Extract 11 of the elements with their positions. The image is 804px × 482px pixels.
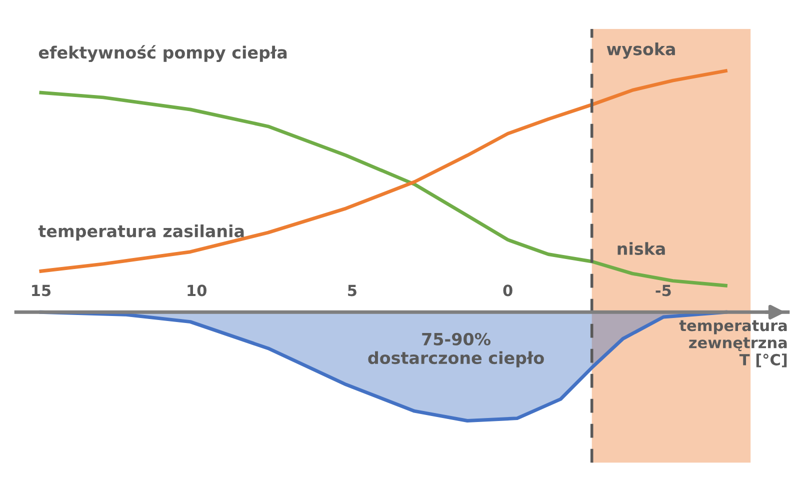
x-tick-label: 5 <box>348 284 356 296</box>
text: wysoka <box>606 42 675 59</box>
annotation: niska <box>618 242 665 255</box>
series-label: efektywność pompy ciepła <box>38 45 287 62</box>
x-tick-label: 15 <box>32 284 51 296</box>
x-tick-label: 10 <box>188 284 206 296</box>
x-tick-label: -5 <box>656 284 671 296</box>
series-label: temperatura zasilania <box>38 224 244 241</box>
annotation: 75-90% dostarczone ciepło <box>368 332 544 368</box>
x-tick-label: 0 <box>503 284 512 296</box>
x-axis-title: temperatura zewnętrzna T [°C] <box>679 320 787 368</box>
